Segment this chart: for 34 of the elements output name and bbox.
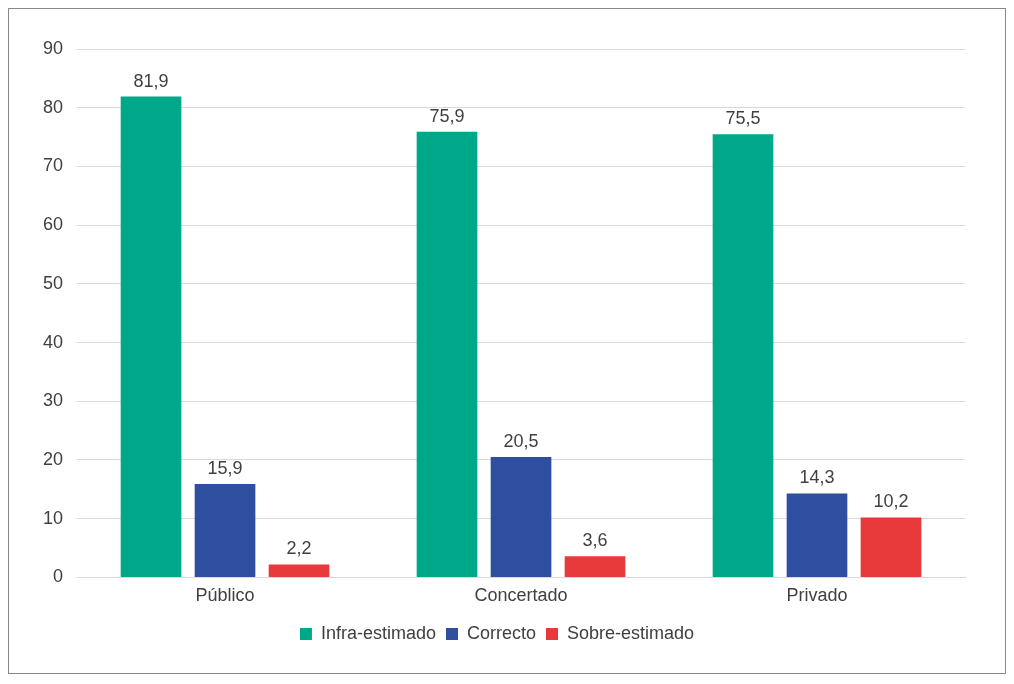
- x-tick-label: Concertado: [474, 585, 568, 606]
- legend-label: Sobre-estimado: [567, 622, 695, 643]
- bar: [860, 517, 922, 577]
- data-label: 2,2: [286, 538, 312, 559]
- bar: [564, 556, 626, 577]
- data-label: 14,3: [799, 467, 835, 488]
- y-tick-label: 80: [42, 96, 64, 117]
- data-label: 15,9: [207, 458, 243, 479]
- data-label: 10,2: [873, 491, 909, 512]
- legend-label: Infra-estimado: [320, 622, 436, 643]
- y-tick-label: 60: [42, 214, 64, 235]
- y-tick-label: 40: [42, 331, 64, 352]
- data-label: 20,5: [503, 431, 539, 452]
- y-tick-label: 30: [42, 390, 64, 411]
- y-tick-label: 0: [53, 566, 64, 587]
- bar: [268, 564, 330, 577]
- y-tick-label: 10: [42, 507, 64, 528]
- bar: [490, 457, 552, 577]
- bar: [416, 131, 478, 577]
- y-tick-label: 70: [42, 155, 64, 176]
- x-tick-label: Público: [195, 585, 255, 606]
- bar: [194, 484, 256, 577]
- data-label: 75,9: [429, 105, 465, 126]
- y-tick-label: 20: [42, 448, 64, 469]
- data-label: 81,9: [133, 70, 169, 91]
- y-tick-label: 50: [42, 272, 64, 293]
- data-label: 75,5: [725, 108, 761, 129]
- y-tick-label: 90: [42, 37, 64, 58]
- data-label: 3,6: [582, 530, 608, 551]
- bar: [712, 134, 774, 577]
- bar: [120, 96, 182, 577]
- bar: [786, 493, 848, 577]
- legend-label: Correcto: [466, 622, 537, 643]
- x-tick-label: Privado: [786, 585, 848, 606]
